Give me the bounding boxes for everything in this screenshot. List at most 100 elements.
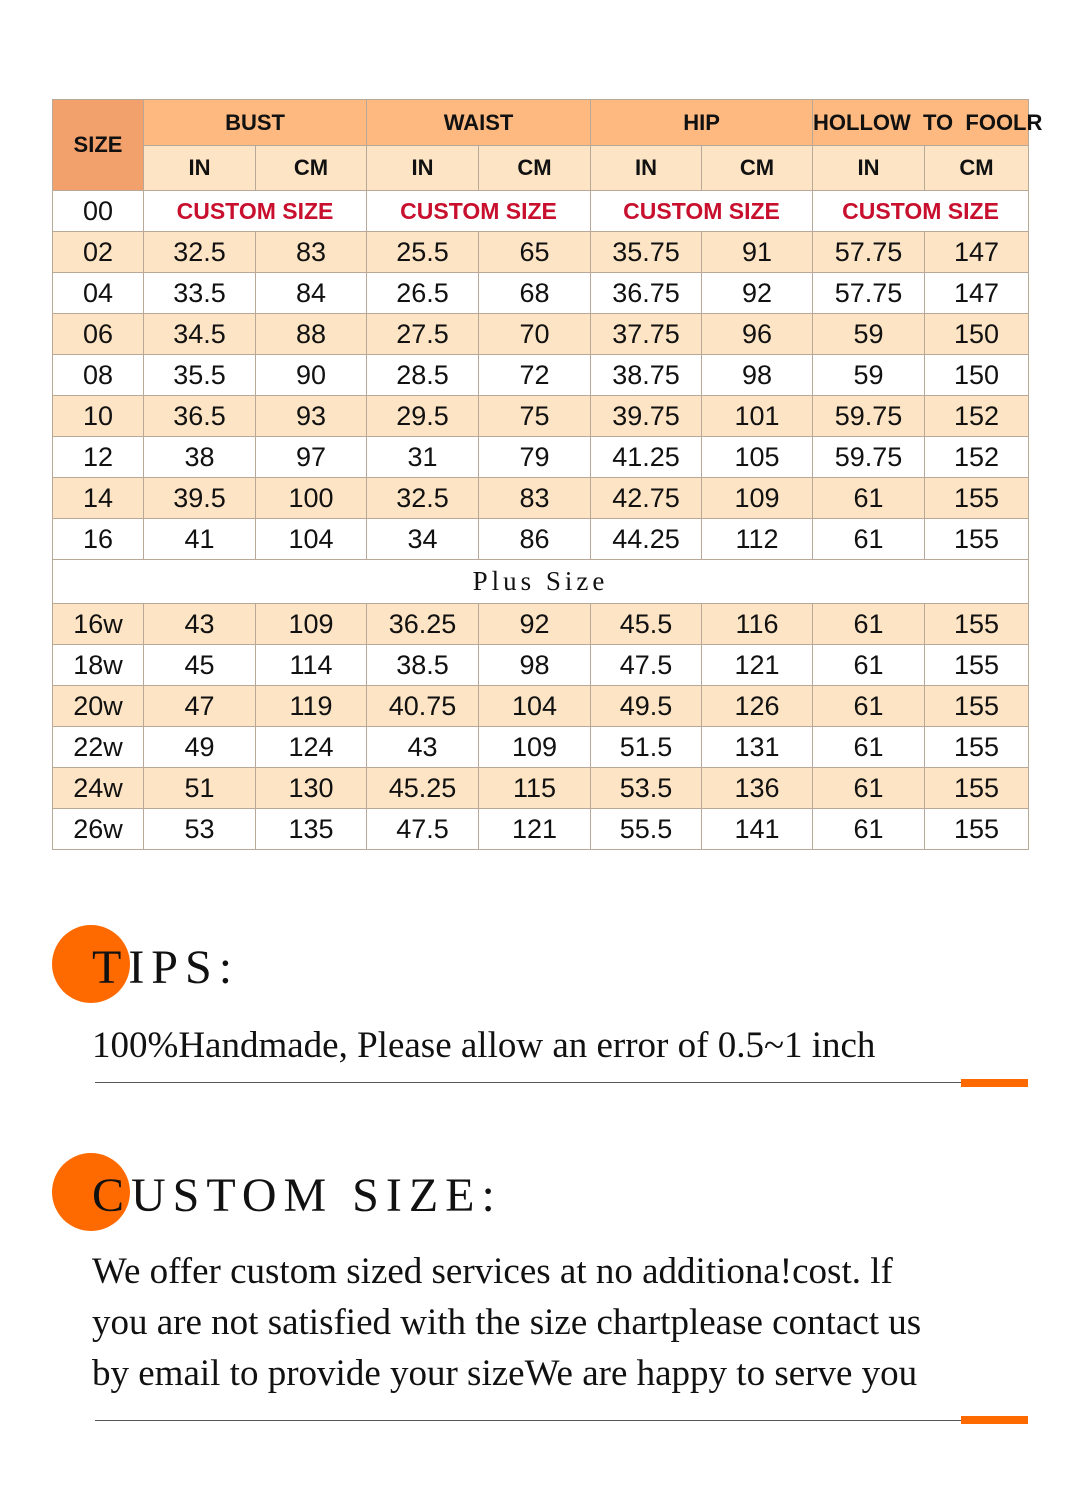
measurement-cell: 109 (478, 726, 592, 768)
table-row: 24w 51 130 45.25 115 53.5 136 61 155 (52, 767, 1030, 809)
size-cell: 20w (52, 685, 144, 727)
measurement-cell: 32.5 (143, 231, 256, 273)
plus-size-label: Plus Size (51, 559, 1030, 604)
measurement-cell: 92 (478, 603, 592, 645)
measurement-cell: 72 (478, 354, 592, 396)
measurement-cell: 150 (924, 313, 1030, 355)
measurement-cell: 47 (143, 685, 256, 727)
size-cell: 06 (52, 313, 144, 355)
table-row: 16 41 104 34 86 44.25 112 61 155 (52, 518, 1030, 560)
measurement-cell: 39.75 (590, 395, 703, 437)
measurement-cell: 53.5 (590, 767, 703, 809)
measurement-cell: 155 (924, 808, 1030, 850)
size-cell: 00 (52, 190, 144, 232)
measurement-cell: 32.5 (366, 477, 480, 519)
measurement-cell: 79 (478, 436, 592, 478)
measurement-cell: 25.5 (366, 231, 480, 273)
measurement-cell: 45.5 (590, 603, 703, 645)
measurement-cell: 61 (812, 808, 926, 850)
measurement-cell: 59 (812, 313, 926, 355)
custom-size-line: you are not satisfied with the size char… (92, 1302, 922, 1343)
group-header-bust: BUST (142, 99, 368, 146)
table-row: 16w 43 109 36.25 92 45.5 116 61 155 (52, 603, 1030, 645)
size-cell: 08 (52, 354, 144, 396)
measurement-cell: 115 (478, 767, 592, 809)
measurement-cell: 91 (701, 231, 814, 273)
measurement-cell: 96 (701, 313, 814, 355)
size-cell: 02 (52, 231, 144, 273)
table-row: 18w 45 114 38.5 98 47.5 121 61 155 (52, 644, 1030, 686)
measurement-cell: 57.75 (812, 231, 926, 273)
measurement-cell: 61 (812, 603, 926, 645)
measurement-cell: 121 (478, 808, 592, 850)
divider-accent (961, 1416, 1028, 1424)
measurement-cell: 61 (812, 726, 926, 768)
measurement-cell: 155 (924, 477, 1030, 519)
divider (95, 1420, 961, 1421)
measurement-cell: 35.5 (143, 354, 256, 396)
custom-size-orange-circle (52, 1153, 130, 1231)
measurement-cell: 121 (701, 644, 814, 686)
custom-size-cell: CUSTOM SIZE (812, 190, 1030, 232)
custom-size-line: We offer custom sized services at no add… (92, 1251, 893, 1292)
measurement-cell: 90 (254, 354, 368, 396)
measurement-cell: 155 (924, 685, 1030, 727)
size-cell: 04 (52, 272, 144, 314)
custom-size-cell: CUSTOM SIZE (366, 190, 592, 232)
measurement-cell: 41 (143, 518, 256, 560)
measurement-cell: 97 (254, 436, 368, 478)
measurement-cell: 155 (924, 603, 1030, 645)
measurement-cell: 104 (478, 685, 592, 727)
group-header-hollow-to-floor: HOLLOW TO FOOLR (812, 99, 1042, 146)
size-cell: 18w (52, 644, 144, 686)
measurement-cell: 42.75 (590, 477, 703, 519)
measurement-cell: 57.75 (812, 272, 926, 314)
measurement-cell: 135 (254, 808, 368, 850)
measurement-cell: 155 (924, 726, 1030, 768)
measurement-cell: 116 (701, 603, 814, 645)
measurement-cell: 136 (701, 767, 814, 809)
measurement-cell: 27.5 (366, 313, 480, 355)
measurement-cell: 35.75 (590, 231, 703, 273)
size-cell: 22w (52, 726, 144, 768)
unit-header-cm: CM (924, 145, 1030, 191)
unit-header-in: IN (812, 145, 926, 191)
measurement-cell: 104 (254, 518, 368, 560)
size-cell: 12 (52, 436, 144, 478)
measurement-cell: 59 (812, 354, 926, 396)
measurement-cell: 36.75 (590, 272, 703, 314)
measurement-cell: 43 (143, 603, 256, 645)
measurement-cell: 83 (478, 477, 592, 519)
measurement-cell: 53 (143, 808, 256, 850)
measurement-cell: 61 (812, 644, 926, 686)
measurement-cell: 131 (701, 726, 814, 768)
table-row: 10 36.5 93 29.5 75 39.75 101 59.75 152 (52, 395, 1030, 437)
unit-header-cm: CM (701, 145, 814, 191)
group-header-waist: WAIST (366, 99, 592, 146)
measurement-cell: 45 (143, 644, 256, 686)
measurement-cell: 55.5 (590, 808, 703, 850)
measurement-cell: 59.75 (812, 395, 926, 437)
measurement-cell: 39.5 (143, 477, 256, 519)
measurement-cell: 38.75 (590, 354, 703, 396)
divider-accent (961, 1079, 1028, 1087)
measurement-cell: 141 (701, 808, 814, 850)
measurement-cell: 40.75 (366, 685, 480, 727)
measurement-cell: 26.5 (366, 272, 480, 314)
measurement-cell: 70 (478, 313, 592, 355)
measurement-cell: 34.5 (143, 313, 256, 355)
measurement-cell: 147 (924, 231, 1030, 273)
measurement-cell: 150 (924, 354, 1030, 396)
measurement-cell: 124 (254, 726, 368, 768)
measurement-cell: 98 (478, 644, 592, 686)
custom-size-cell: CUSTOM SIZE (590, 190, 814, 232)
divider (95, 1082, 961, 1083)
measurement-cell: 41.25 (590, 436, 703, 478)
measurement-cell: 61 (812, 767, 926, 809)
measurement-cell: 47.5 (590, 644, 703, 686)
measurement-cell: 155 (924, 518, 1030, 560)
measurement-cell: 119 (254, 685, 368, 727)
measurement-cell: 155 (924, 767, 1030, 809)
measurement-cell: 59.75 (812, 436, 926, 478)
header-row-units: IN CM IN CM IN CM IN CM (53, 145, 1030, 191)
